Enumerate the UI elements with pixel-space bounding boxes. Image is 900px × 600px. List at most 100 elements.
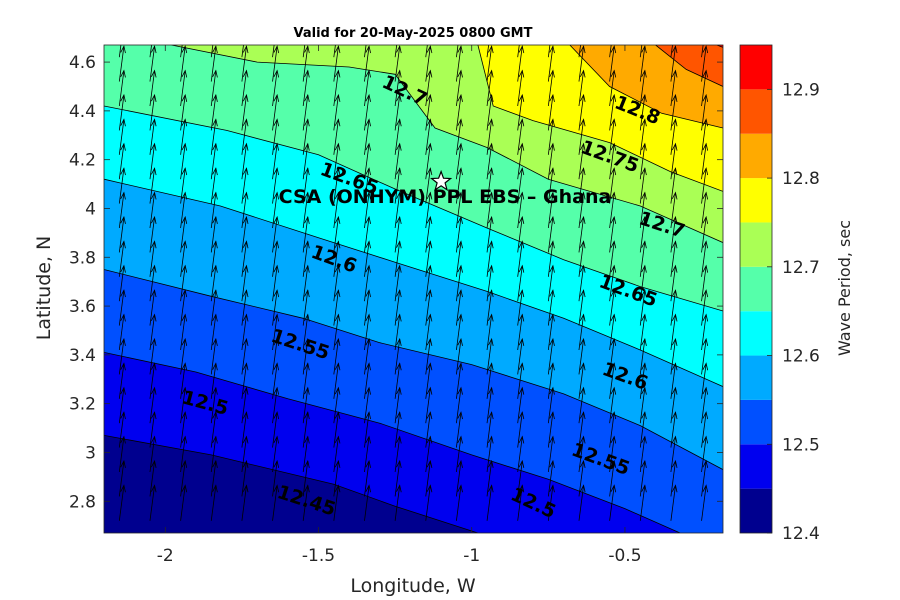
vector-arrow: [639, 411, 647, 448]
arrow-shaft: [517, 216, 523, 253]
vector-arrow: [333, 215, 341, 253]
vector-arrow: [517, 435, 525, 473]
arrow-head: [610, 313, 617, 322]
vector-arrow: [272, 313, 280, 351]
arrow-head: [549, 484, 555, 493]
arrow-shaft: [333, 143, 339, 180]
vector-arrow: [118, 386, 126, 424]
arrow-head: [120, 142, 126, 151]
arrow-head: [181, 118, 188, 127]
arrow-head: [396, 240, 402, 249]
arrow-shaft: [149, 290, 155, 326]
arrow-head: [120, 45, 126, 54]
arrow-head: [242, 118, 249, 127]
arrow-head: [426, 45, 433, 54]
arrow-shaft: [241, 314, 247, 351]
arrow-head: [702, 289, 709, 298]
vector-arrow: [609, 240, 617, 277]
vector-arrow: [180, 484, 188, 521]
arrow-head: [396, 459, 402, 468]
arrow-shaft: [394, 363, 401, 399]
vector-arrow: [609, 337, 617, 375]
vector-arrow: [670, 289, 678, 326]
arrow-head: [181, 362, 188, 371]
arrow-head: [120, 313, 126, 322]
arrow-head: [120, 411, 126, 420]
arrow-shaft: [578, 45, 581, 58]
arrow-shaft: [302, 460, 309, 497]
arrow-head: [181, 215, 188, 224]
vector-arrow: [578, 289, 586, 326]
vector-arrow: [456, 435, 463, 473]
arrow-head: [334, 191, 341, 200]
vector-arrow: [333, 435, 341, 473]
arrow-head: [702, 313, 709, 322]
vector-arrow: [425, 215, 433, 253]
arrow-head: [365, 313, 371, 322]
vector-arrow: [578, 142, 586, 180]
vector-arrow: [670, 142, 678, 180]
vector-arrow: [456, 484, 463, 521]
vector-arrow: [639, 337, 647, 375]
vector-arrow: [394, 386, 402, 424]
vector-arrow: [364, 45, 371, 82]
arrow-head: [488, 313, 494, 322]
arrow-head: [304, 215, 310, 224]
arrow-head: [120, 191, 126, 200]
arrow-head: [549, 362, 555, 371]
arrow-head: [426, 337, 433, 346]
vector-arrow: [118, 167, 126, 204]
arrow-head: [242, 411, 249, 420]
x-tick-label: -1: [463, 546, 480, 566]
arrow-head: [579, 362, 586, 371]
arrow-head: [426, 118, 433, 127]
vector-arrow: [609, 386, 617, 424]
arrow-head: [120, 337, 126, 346]
arrow-shaft: [118, 241, 125, 277]
arrow-shaft: [394, 314, 401, 351]
arrow-head: [150, 435, 157, 444]
arrow-shaft: [118, 363, 125, 399]
arrow-shaft: [486, 387, 493, 424]
vector-arrow: [547, 142, 555, 180]
arrow-shaft: [333, 241, 339, 277]
arrow-head: [365, 459, 371, 468]
arrow-shaft: [517, 387, 523, 424]
vector-arrow: [180, 362, 188, 399]
vector-arrow: [302, 386, 310, 424]
vector-arrow: [210, 435, 218, 473]
vector-arrow: [670, 362, 678, 399]
arrow-shaft: [639, 192, 646, 229]
vector-arrow: [333, 69, 341, 107]
vector-arrow: [456, 459, 463, 497]
vector-arrow: [364, 45, 367, 58]
vector-arrow: [241, 240, 249, 277]
arrow-head: [579, 191, 586, 200]
vector-arrow: [578, 435, 586, 473]
vector-arrow: [118, 459, 126, 497]
arrow-shaft: [394, 168, 401, 204]
vector-arrow: [333, 45, 336, 58]
arrow-head: [610, 362, 617, 371]
vector-arrow: [670, 264, 678, 302]
arrow-shaft: [670, 387, 676, 424]
arrow-shaft: [670, 143, 676, 180]
arrow-head: [304, 240, 310, 249]
arrow-shaft: [302, 314, 309, 351]
arrow-shaft: [210, 119, 217, 155]
arrow-head: [334, 362, 341, 371]
vector-arrow: [609, 45, 612, 58]
arrow-head: [426, 264, 433, 273]
vector-arrow: [241, 142, 249, 180]
vector-arrow: [272, 240, 280, 277]
arrow-shaft: [456, 485, 462, 521]
arrow-head: [488, 69, 494, 78]
arrow-shaft: [364, 412, 370, 448]
arrow-head: [610, 459, 617, 468]
vector-arrow: [118, 289, 126, 326]
arrow-head: [212, 215, 218, 224]
arrow-shaft: [241, 460, 247, 497]
arrow-head: [579, 240, 586, 249]
vector-arrow: [118, 313, 126, 351]
vector-arrow: [578, 386, 586, 424]
